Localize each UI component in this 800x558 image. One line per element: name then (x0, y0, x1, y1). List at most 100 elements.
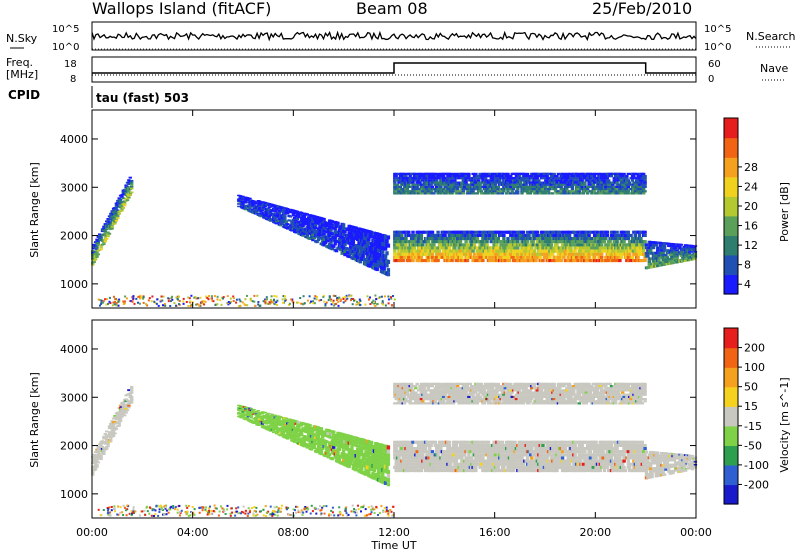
ground-scatter-cell (178, 303, 180, 305)
ground-scatter-cell (274, 303, 276, 305)
echo-cell-0 (99, 248, 102, 250)
echo-cell-2 (502, 234, 505, 237)
echo-cell-2 (436, 231, 439, 234)
echo-cell-3 (625, 177, 628, 179)
echo-cell-0 (115, 220, 118, 222)
echo-cell-0 (102, 453, 105, 455)
echo-cell-3 (462, 190, 465, 192)
echo-cell-0 (95, 466, 98, 468)
echo-cell-2 (476, 237, 479, 240)
ground-scatter-cell (348, 295, 350, 297)
echo-cell-2 (587, 234, 590, 237)
ground-scatter-cell (123, 303, 125, 305)
echo-cell-2 (627, 237, 630, 240)
echo-cell-2 (421, 243, 424, 246)
echo-cell-0 (113, 222, 116, 224)
ground-scatter-cell (132, 295, 134, 297)
echo-cell-4 (692, 259, 695, 261)
ground-scatter-cell (201, 301, 203, 303)
y-tick-label: 4000 (60, 133, 88, 146)
echo-cell-2 (404, 237, 407, 240)
ground-scatter-cell (254, 305, 256, 307)
echo-cell-2 (516, 246, 519, 249)
ground-scatter-cell (113, 296, 115, 298)
echo-cell-2 (453, 246, 456, 249)
ground-scatter-cell (100, 303, 102, 305)
echo-cell-2 (411, 259, 414, 262)
ground-scatter-cell (384, 295, 386, 297)
echo-cell-3 (453, 179, 456, 181)
echo-cell-2 (522, 231, 525, 234)
ground-scatter-cell (156, 303, 158, 305)
echo-cell-3 (628, 182, 631, 184)
ground-scatter-cell (276, 296, 278, 298)
echo-cell-3 (477, 179, 480, 181)
echo-cell-2 (551, 253, 554, 256)
freq-right-tick-top: 60 (708, 59, 721, 70)
ground-scatter-cell (388, 298, 390, 300)
ground-scatter-cell (244, 298, 246, 300)
echo-cell-2 (629, 234, 632, 237)
ground-scatter-cell (338, 297, 340, 299)
noise-sky-line (92, 33, 696, 40)
noise-sky-label: N.Sky (6, 32, 38, 45)
ground-scatter-cell (193, 297, 195, 299)
ground-scatter-cell (319, 300, 321, 302)
ground-scatter-cell (284, 298, 286, 300)
ground-scatter-cell (391, 305, 393, 307)
echo-cell-0 (118, 213, 121, 215)
ground-scatter-cell (377, 303, 379, 305)
ground-scatter-cell (124, 296, 126, 298)
echo-cell-1 (387, 235, 390, 239)
echo-cell-2 (466, 259, 469, 262)
power-ylabel: Slant Range [km] (28, 162, 41, 258)
echo-cell-2 (639, 237, 642, 240)
echo-cell-3 (560, 186, 563, 188)
echo-cell-0 (130, 188, 133, 190)
echo-cell-1 (387, 268, 390, 272)
echo-cell-0 (130, 386, 133, 388)
ground-scatter-cell (266, 296, 268, 298)
echo-cell-3 (435, 179, 438, 181)
ground-scatter-cell (107, 303, 109, 305)
ground-scatter-cell (169, 305, 171, 307)
ground-scatter-cell (356, 301, 358, 303)
ground-scatter-cell (145, 303, 147, 305)
ground-scatter-cell (219, 299, 221, 301)
colorbar-tick-label: 28 (744, 161, 758, 174)
ground-scatter-cell (371, 302, 373, 304)
echo-cell-3 (607, 179, 610, 181)
noise-panel: N.Sky 10^5 10^0 10^5 10^0 N.Search (6, 22, 796, 53)
echo-cell-0 (99, 237, 102, 239)
echo-cell-2 (634, 234, 637, 237)
ground-scatter-cell (200, 297, 202, 299)
echo-cell-3 (501, 192, 504, 194)
echo-cell-0 (116, 217, 119, 219)
echo-cell-1 (283, 218, 286, 220)
echo-cell-3 (627, 186, 630, 188)
echo-cell-3 (553, 173, 556, 175)
echo-cell-2 (471, 250, 474, 253)
echo-cell-2 (420, 234, 423, 237)
echo-cell-3 (416, 186, 419, 188)
echo-cell-2 (562, 256, 565, 259)
echo-cell-0 (106, 443, 109, 445)
echo-cell-2 (587, 256, 590, 259)
echo-cell-3 (467, 173, 470, 175)
ground-scatter-cell (197, 297, 199, 299)
echo-cell-2 (393, 250, 396, 253)
echo-cell-3 (643, 182, 646, 184)
echo-cell-4 (648, 260, 651, 263)
ground-scatter-cell (353, 300, 355, 302)
ground-scatter-cell (217, 296, 219, 298)
echo-cell-3 (406, 188, 409, 190)
ground-scatter-cell (175, 305, 177, 307)
ground-scatter-cell (282, 298, 284, 300)
ground-scatter-cell (195, 304, 197, 306)
echo-cell-3 (502, 190, 505, 192)
ground-scatter-cell (263, 300, 265, 302)
echo-cell-1 (387, 260, 390, 264)
echo-cell-3 (642, 173, 645, 175)
ground-scatter-cell (214, 304, 216, 306)
ground-scatter-cell (161, 296, 163, 298)
